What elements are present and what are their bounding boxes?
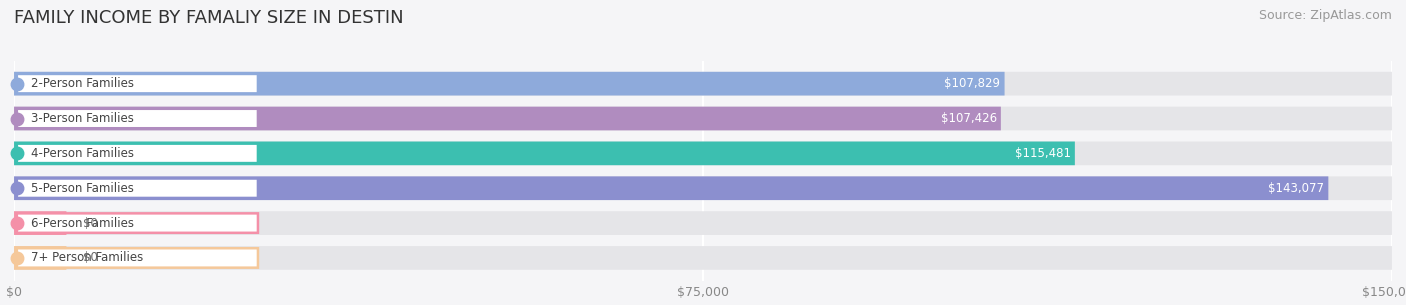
FancyBboxPatch shape [14,107,1001,130]
FancyBboxPatch shape [14,176,1392,200]
Text: $115,481: $115,481 [1015,147,1071,160]
FancyBboxPatch shape [17,178,257,198]
Text: 5-Person Families: 5-Person Families [31,182,134,195]
FancyBboxPatch shape [17,74,257,93]
FancyBboxPatch shape [14,72,1392,95]
FancyBboxPatch shape [17,109,257,128]
FancyBboxPatch shape [17,248,257,268]
Text: 3-Person Families: 3-Person Families [31,112,134,125]
Text: $0: $0 [83,217,98,230]
Text: $143,077: $143,077 [1268,182,1324,195]
Text: 4-Person Families: 4-Person Families [31,147,134,160]
Text: Source: ZipAtlas.com: Source: ZipAtlas.com [1258,9,1392,22]
FancyBboxPatch shape [14,176,1329,200]
Text: $0: $0 [83,251,98,264]
FancyBboxPatch shape [14,107,1392,130]
FancyBboxPatch shape [14,142,1392,165]
Text: 7+ Person Families: 7+ Person Families [31,251,143,264]
FancyBboxPatch shape [14,246,66,270]
Text: 6-Person Families: 6-Person Families [31,217,134,230]
FancyBboxPatch shape [17,214,257,233]
FancyBboxPatch shape [14,142,1074,165]
Text: $107,426: $107,426 [941,112,997,125]
Text: FAMILY INCOME BY FAMALIY SIZE IN DESTIN: FAMILY INCOME BY FAMALIY SIZE IN DESTIN [14,9,404,27]
FancyBboxPatch shape [14,211,1392,235]
Text: 2-Person Families: 2-Person Families [31,77,134,90]
FancyBboxPatch shape [17,144,257,163]
Text: $107,829: $107,829 [945,77,1001,90]
FancyBboxPatch shape [14,246,1392,270]
FancyBboxPatch shape [14,72,1004,95]
FancyBboxPatch shape [14,211,66,235]
